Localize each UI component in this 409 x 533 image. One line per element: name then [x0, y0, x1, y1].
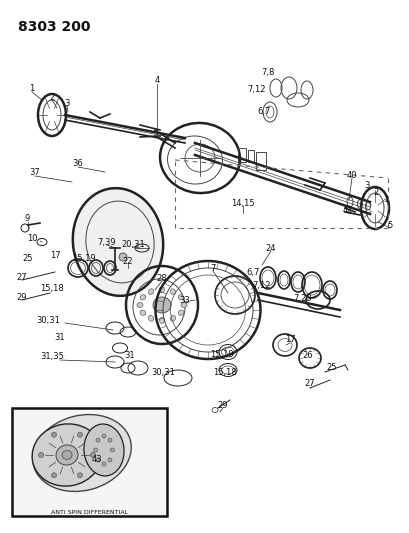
Text: 7: 7 — [210, 263, 215, 272]
Text: 10: 10 — [27, 233, 37, 243]
Text: 33: 33 — [179, 295, 190, 304]
Text: 25: 25 — [326, 364, 337, 373]
Text: 30,31: 30,31 — [151, 368, 175, 377]
Text: 29: 29 — [217, 400, 228, 409]
Text: 29: 29 — [17, 293, 27, 302]
Text: 7,8: 7,8 — [261, 68, 274, 77]
Text: 4: 4 — [154, 76, 159, 85]
Text: 8303 200: 8303 200 — [18, 20, 90, 34]
Text: 15,19: 15,19 — [72, 254, 96, 262]
Text: 6,7: 6,7 — [246, 268, 259, 277]
Text: 31: 31 — [54, 334, 65, 343]
Text: 31,35: 31,35 — [40, 352, 64, 361]
Text: 1: 1 — [382, 195, 388, 204]
Ellipse shape — [77, 432, 82, 437]
Text: 14,15: 14,15 — [231, 198, 254, 207]
Text: 40: 40 — [346, 171, 356, 180]
Ellipse shape — [73, 188, 163, 296]
Ellipse shape — [33, 415, 131, 491]
Text: 17: 17 — [49, 251, 60, 260]
Text: 7,12: 7,12 — [247, 85, 265, 93]
Ellipse shape — [77, 473, 82, 478]
Text: 43: 43 — [92, 456, 102, 464]
Ellipse shape — [52, 432, 56, 437]
Text: 2: 2 — [373, 188, 378, 197]
Text: 7,12: 7,12 — [252, 280, 271, 289]
Text: 7,39: 7,39 — [97, 238, 116, 246]
Ellipse shape — [84, 424, 124, 476]
Ellipse shape — [148, 289, 153, 295]
Text: 9: 9 — [24, 214, 29, 222]
Text: 6,7: 6,7 — [257, 107, 270, 116]
Bar — [12, 408, 166, 516]
Ellipse shape — [90, 453, 95, 457]
Text: 22: 22 — [122, 256, 133, 265]
Ellipse shape — [38, 453, 43, 457]
Text: 36: 36 — [72, 158, 83, 167]
Ellipse shape — [56, 445, 78, 465]
Text: 17: 17 — [284, 335, 294, 344]
Text: 15,19: 15,19 — [210, 351, 233, 359]
Text: 20,31: 20,31 — [121, 239, 144, 248]
Ellipse shape — [93, 448, 97, 452]
Text: 25: 25 — [22, 254, 33, 262]
Text: 15,18: 15,18 — [213, 367, 236, 376]
Ellipse shape — [153, 297, 171, 313]
Ellipse shape — [178, 310, 184, 316]
Bar — [247, 150, 254, 162]
Text: 30,31: 30,31 — [36, 316, 60, 325]
Text: 28: 28 — [156, 273, 167, 282]
Bar — [237, 148, 245, 162]
Text: 3: 3 — [64, 99, 70, 108]
Ellipse shape — [170, 316, 175, 321]
Ellipse shape — [62, 450, 72, 459]
Text: 15,18: 15,18 — [40, 284, 64, 293]
Text: 31: 31 — [124, 351, 135, 359]
Ellipse shape — [140, 310, 146, 316]
Ellipse shape — [148, 316, 153, 321]
Ellipse shape — [119, 253, 127, 261]
Text: 2: 2 — [49, 93, 54, 101]
Text: 41: 41 — [342, 206, 353, 214]
Ellipse shape — [108, 458, 112, 462]
Ellipse shape — [96, 438, 100, 442]
Text: 26: 26 — [302, 351, 312, 359]
Ellipse shape — [102, 434, 106, 438]
Ellipse shape — [32, 424, 102, 486]
Text: 24: 24 — [265, 244, 276, 253]
Ellipse shape — [159, 317, 164, 324]
Ellipse shape — [137, 303, 143, 308]
Ellipse shape — [108, 438, 112, 442]
Ellipse shape — [180, 303, 187, 308]
Ellipse shape — [159, 287, 164, 293]
Ellipse shape — [170, 289, 175, 295]
Text: ANTI SPIN DIFFERENTIAL: ANTI SPIN DIFFERENTIAL — [51, 510, 128, 515]
Text: 1: 1 — [29, 84, 34, 93]
Ellipse shape — [140, 295, 146, 300]
Text: 5: 5 — [387, 221, 392, 230]
Ellipse shape — [110, 448, 114, 452]
Text: 3: 3 — [364, 181, 369, 190]
Text: 7,23: 7,23 — [293, 294, 312, 303]
Text: 37: 37 — [29, 167, 40, 176]
Ellipse shape — [52, 473, 56, 478]
Ellipse shape — [96, 458, 100, 462]
Ellipse shape — [102, 462, 106, 466]
Bar — [255, 152, 265, 170]
Text: 27: 27 — [304, 378, 315, 387]
Ellipse shape — [178, 295, 184, 300]
Text: 27: 27 — [17, 272, 27, 281]
